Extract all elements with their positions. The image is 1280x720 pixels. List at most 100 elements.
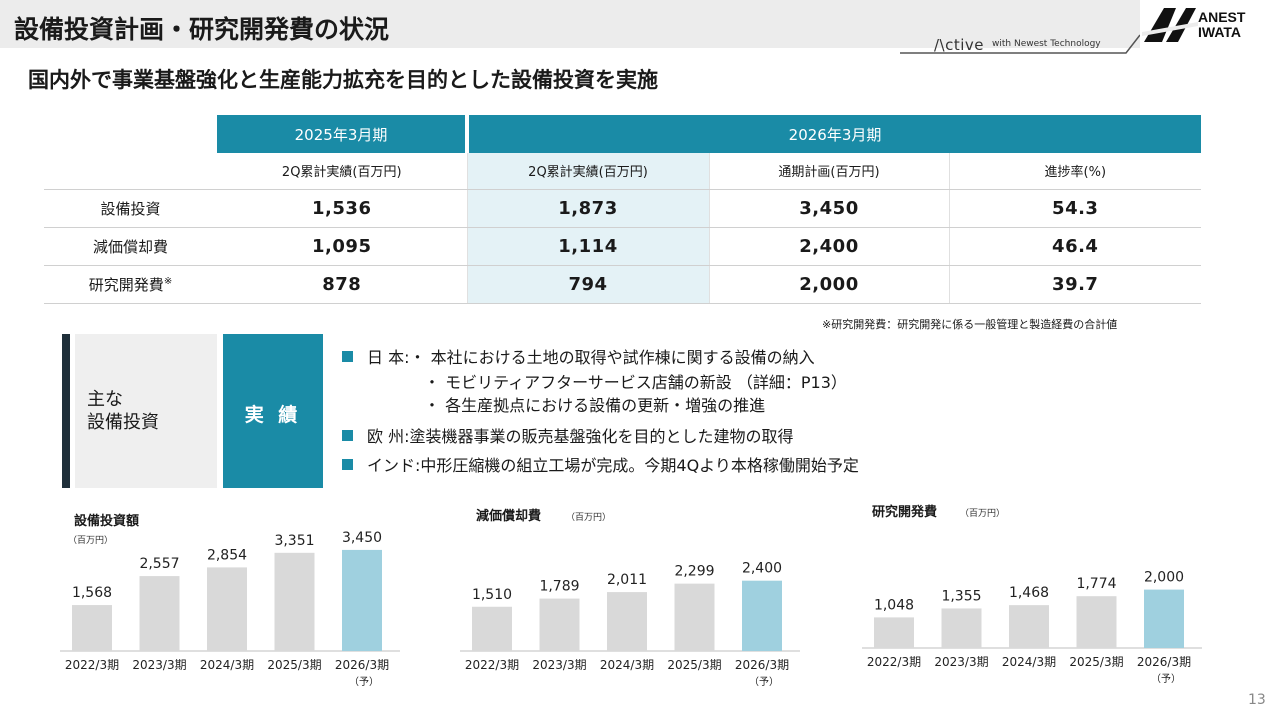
bar — [874, 617, 914, 648]
investments-label-box: 主な 設備投資 — [75, 334, 217, 488]
data-label: 2,000 — [1144, 570, 1184, 586]
bullet-japan-sub: ・ モビリティアフターサービス店舗の新設 （詳細：P13） — [424, 373, 847, 392]
subtitle: 国内外で事業基盤強化と生産能力拡充を目的とした設備投資を実施 — [28, 68, 658, 92]
tagline-swoosh — [900, 34, 1141, 54]
forecast-note: （予） — [1151, 673, 1181, 685]
bar — [207, 567, 247, 651]
period-2025-header: 2025年3月期 — [217, 115, 467, 153]
table-corner — [44, 115, 217, 153]
column-header: 2Q累計実績(百万円) — [217, 153, 467, 190]
investments-label: 主な 設備投資 — [87, 389, 159, 433]
tagline-brand: /\ctive — [934, 36, 985, 54]
bullet-square-icon — [342, 430, 353, 441]
tick-label: 2024/3期 — [600, 658, 654, 672]
forecast-note: （予） — [749, 676, 779, 688]
bar — [607, 592, 647, 651]
bullet-square-icon — [342, 351, 353, 362]
table-cell: 2,000 — [708, 265, 949, 304]
table-cell: 1,873 — [466, 189, 709, 228]
column-header: 2Q累計実績(百万円) — [466, 153, 709, 190]
bullet-square-icon — [342, 459, 353, 470]
tick-label: 2024/3期 — [1002, 655, 1056, 669]
chart-title: 減価償却費 — [476, 509, 542, 524]
data-label: 1,789 — [539, 579, 579, 595]
tick-label: 2022/3期 — [867, 655, 921, 669]
logo-mark-icon — [1142, 8, 1198, 42]
chart-title: 研究開発費 — [872, 505, 938, 520]
bar — [472, 606, 512, 651]
company-logo: ANEST IWATA — [1142, 4, 1272, 44]
bar — [1144, 589, 1184, 648]
bullet-europe: 欧 州:塗装機器事業の販売基盤強化を目的とした建物の取得 — [342, 427, 793, 447]
bullet-japan: 日 本:・ 本社における土地の取得や試作棟に関する設備の納入 — [342, 348, 815, 368]
section-accent-bar — [62, 334, 70, 488]
tagline: /\ctive with Newest Technology — [900, 33, 1141, 55]
table-cell: 39.7 — [948, 265, 1202, 304]
bullet-text: 欧 州:塗装機器事業の販売基盤強化を目的とした建物の取得 — [367, 427, 794, 446]
tick-label: 2024/3期 — [200, 658, 254, 672]
capex-table: 2025年3月期 2026年3月期 2Q累計実績(百万円) 2Q累計実績(百万円… — [44, 115, 1202, 304]
tick-label: 2023/3期 — [532, 658, 586, 672]
tick-label: 2025/3期 — [667, 658, 721, 672]
row-label-cell: 研究開発費※ — [44, 265, 217, 304]
footnote-mark: ※ — [163, 275, 173, 287]
tick-label: 2022/3期 — [65, 658, 119, 672]
bar — [72, 605, 112, 651]
table-cell: 1,536 — [217, 189, 467, 228]
tick-label: 2026/3期 — [735, 658, 789, 672]
chart-unit: （百万円） — [68, 536, 114, 546]
column-header: 通期計画(百万円) — [708, 153, 949, 190]
data-label: 3,450 — [342, 530, 382, 546]
tick-label: 2023/3期 — [934, 655, 988, 669]
results-tag-box: 実 績 — [223, 334, 323, 488]
period-2026-header: 2026年3月期 — [464, 115, 1202, 153]
tick-label: 2025/3期 — [267, 658, 321, 672]
data-label: 2,557 — [139, 556, 179, 572]
tagline-sub: with Newest Technology — [992, 39, 1101, 49]
tick-label: 2026/3期 — [335, 658, 389, 672]
row-label: 設備投資 — [44, 189, 217, 228]
results-tag: 実 績 — [244, 404, 302, 426]
title-band — [0, 0, 1140, 48]
tick-label: 2025/3期 — [1069, 655, 1123, 669]
bar — [539, 598, 580, 651]
bar — [139, 576, 180, 651]
table-cell: 3,450 — [708, 189, 949, 228]
column-header-blank — [44, 153, 217, 190]
bar — [274, 552, 315, 651]
depreciation-chart: 減価償却費 （百万円） 1,510 2022/3期 1,789 2023/3期 2,01… — [460, 505, 800, 695]
bar — [342, 549, 382, 651]
bar — [1076, 596, 1117, 648]
data-label: 2,854 — [207, 547, 247, 563]
bar — [941, 608, 982, 648]
chart-plot: 1,048 2022/3期 1,355 2023/3期 1,468 2024/3期 1,77… — [862, 570, 1202, 685]
page-number: 13 — [1248, 692, 1266, 708]
data-label: 1,355 — [941, 588, 981, 604]
tick-label: 2023/3期 — [132, 658, 186, 672]
bar — [674, 583, 715, 651]
chart-plot: 1,510 2022/3期 1,789 2023/3期 2,011 2024/3期 2,29… — [460, 561, 800, 688]
chart-unit: （百万円） — [960, 509, 1006, 519]
rnd-chart: 研究開発費 （百万円） 1,048 2022/3期 1,355 2023/3期 1,46… — [862, 505, 1202, 695]
bar — [742, 580, 782, 651]
tick-label: 2022/3期 — [465, 658, 519, 672]
data-label: 1,468 — [1009, 585, 1049, 601]
bullet-japan-sub: ・ 各生産拠点における設備の更新・増強の推進 — [424, 396, 766, 415]
chart-plot: 1,568 2022/3期 2,557 2023/3期 2,854 2024/3期 3,35… — [60, 530, 400, 688]
bullet-text: 日 本:・ 本社における土地の取得や試作棟に関する設備の納入 — [367, 348, 815, 367]
row-label: 研究開発費 — [88, 275, 164, 294]
table-cell: 1,114 — [466, 227, 709, 266]
table-row: 設備投資 1,536 1,873 3,450 54.3 — [44, 189, 1202, 228]
table-cell: 1,095 — [217, 227, 467, 266]
table-row: 研究開発費※ 878 794 2,000 39.7 — [44, 265, 1202, 304]
page-title: 設備投資計画・研究開発費の状況 — [14, 15, 390, 44]
table-cell: 794 — [466, 265, 709, 304]
table-cell: 46.4 — [948, 227, 1202, 266]
data-label: 1,510 — [472, 587, 512, 603]
data-label: 2,299 — [674, 564, 714, 580]
bullet-india: インド:中形圧縮機の組立工場が完成。今期4Qより本格稼働開始予定 — [342, 456, 859, 476]
chart-title: 設備投資額 — [74, 514, 140, 529]
table-cell: 878 — [217, 265, 467, 304]
data-label: 1,774 — [1076, 576, 1116, 592]
row-label: 減価償却費 — [44, 227, 217, 266]
